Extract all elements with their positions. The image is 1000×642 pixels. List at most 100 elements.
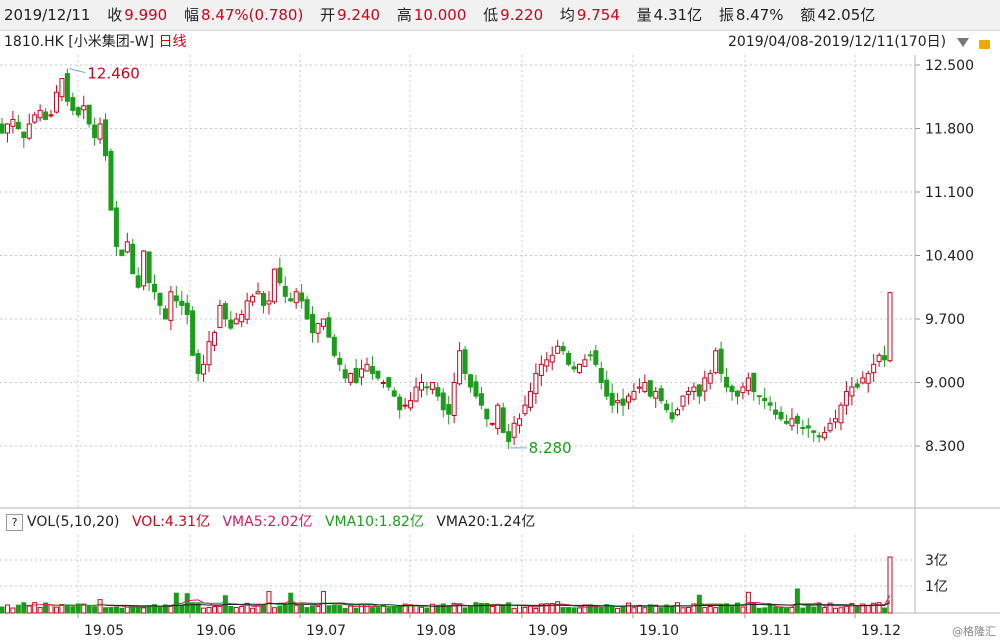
volume-bar	[375, 607, 381, 614]
candle-body	[827, 422, 833, 432]
quote-date: 2019/12/11	[4, 6, 91, 24]
volume-bar	[865, 605, 871, 614]
candle-body	[402, 404, 408, 407]
candle-body	[130, 243, 136, 275]
period-label[interactable]: 日线	[158, 34, 187, 50]
date-tick-label: 19.07	[306, 623, 346, 639]
volume-bar	[15, 604, 21, 614]
volume-bar	[331, 604, 337, 614]
volume-bar	[805, 605, 811, 614]
date-range: 2019/04/08-2019/12/11(170日)	[728, 31, 990, 53]
volume-bar	[233, 606, 239, 614]
candle-body	[103, 119, 109, 157]
candle-body	[64, 73, 70, 102]
volume-bar	[833, 607, 839, 614]
high-value: 10.000	[413, 6, 467, 24]
candle-body	[418, 382, 424, 391]
candle-body	[729, 385, 735, 393]
volume-bar	[342, 607, 348, 614]
volume-bar	[0, 606, 5, 614]
candle-body	[380, 382, 386, 384]
volume-bar	[533, 607, 539, 614]
candle-body	[304, 299, 310, 320]
help-icon[interactable]: ?	[6, 514, 23, 531]
candle-body	[179, 300, 185, 306]
volume-moving-averages	[23, 595, 891, 608]
watermark: @格隆汇	[952, 625, 996, 638]
low-value: 9.220	[500, 6, 544, 24]
volume-bar	[190, 602, 196, 614]
candle-body	[4, 123, 10, 134]
vma-line	[23, 595, 891, 608]
candle-body	[533, 372, 539, 395]
date-tick-label: 19.12	[861, 623, 901, 639]
price-tick-label: 9.700	[925, 312, 965, 328]
dropdown-arrow-icon[interactable]	[956, 37, 969, 47]
annotation-leader	[69, 68, 86, 74]
candle-body	[647, 380, 653, 397]
volume-bar	[647, 604, 653, 614]
open-label: 开	[320, 6, 336, 24]
volume-bar	[593, 605, 599, 614]
candle-body	[642, 382, 648, 392]
candle-body	[713, 350, 719, 374]
volume-bar	[582, 604, 588, 614]
candle-body	[887, 292, 893, 362]
amplitude-label: 振	[718, 6, 734, 24]
candle-body	[854, 383, 860, 388]
volume-bar	[397, 605, 403, 614]
candle-body	[0, 123, 5, 134]
candle-body	[21, 131, 27, 139]
volume-bar	[320, 591, 326, 614]
candle-body	[173, 295, 179, 302]
candle-body	[206, 341, 212, 366]
volume-bar	[418, 606, 424, 614]
candle-body	[860, 377, 866, 384]
vma5-value: VMA5:2.02亿	[222, 514, 313, 530]
candle-body	[800, 426, 806, 429]
candle-body	[734, 390, 740, 397]
volume-bar	[451, 602, 457, 614]
candle-body	[615, 400, 621, 404]
candle-body	[778, 411, 784, 420]
candle-body	[337, 357, 343, 365]
candle-body	[745, 377, 751, 392]
candle-body	[843, 391, 849, 406]
volume-bar	[152, 604, 158, 614]
candle-body	[70, 97, 76, 111]
volume-bar	[141, 607, 147, 614]
volume-bar	[587, 604, 593, 614]
candle-body	[288, 298, 294, 302]
price-tick-label: 9.000	[925, 376, 965, 392]
candle-body	[326, 317, 332, 338]
candle-body	[865, 372, 871, 384]
candle-body	[587, 354, 593, 357]
volume-bar	[871, 602, 877, 614]
volume-bar	[511, 607, 517, 614]
volume-bar	[566, 607, 572, 614]
volume-bar	[680, 607, 686, 614]
candle-body	[413, 386, 419, 402]
candle-body	[429, 382, 435, 390]
candle-body	[871, 363, 877, 374]
candle-body	[740, 386, 746, 394]
volume-bar	[277, 605, 283, 614]
volume-bar	[201, 607, 207, 614]
price-annotations: 12.460 8.280	[69, 65, 572, 457]
volume-bar	[811, 606, 817, 614]
volume-bar	[576, 607, 582, 614]
candle-body	[560, 346, 566, 352]
volume-value: 4.31亿	[653, 6, 703, 24]
volume-bar	[250, 607, 256, 614]
lock-icon[interactable]	[979, 39, 990, 49]
volume-bar	[658, 607, 664, 614]
candle-body	[789, 418, 795, 427]
candle-body	[369, 366, 375, 374]
volume-bar	[615, 607, 621, 614]
candle-body	[310, 313, 316, 334]
volume-bar	[756, 607, 762, 614]
candle-body	[255, 291, 261, 295]
volume-bar	[135, 606, 141, 614]
candle-body	[549, 354, 555, 363]
volume-bar	[794, 588, 800, 614]
